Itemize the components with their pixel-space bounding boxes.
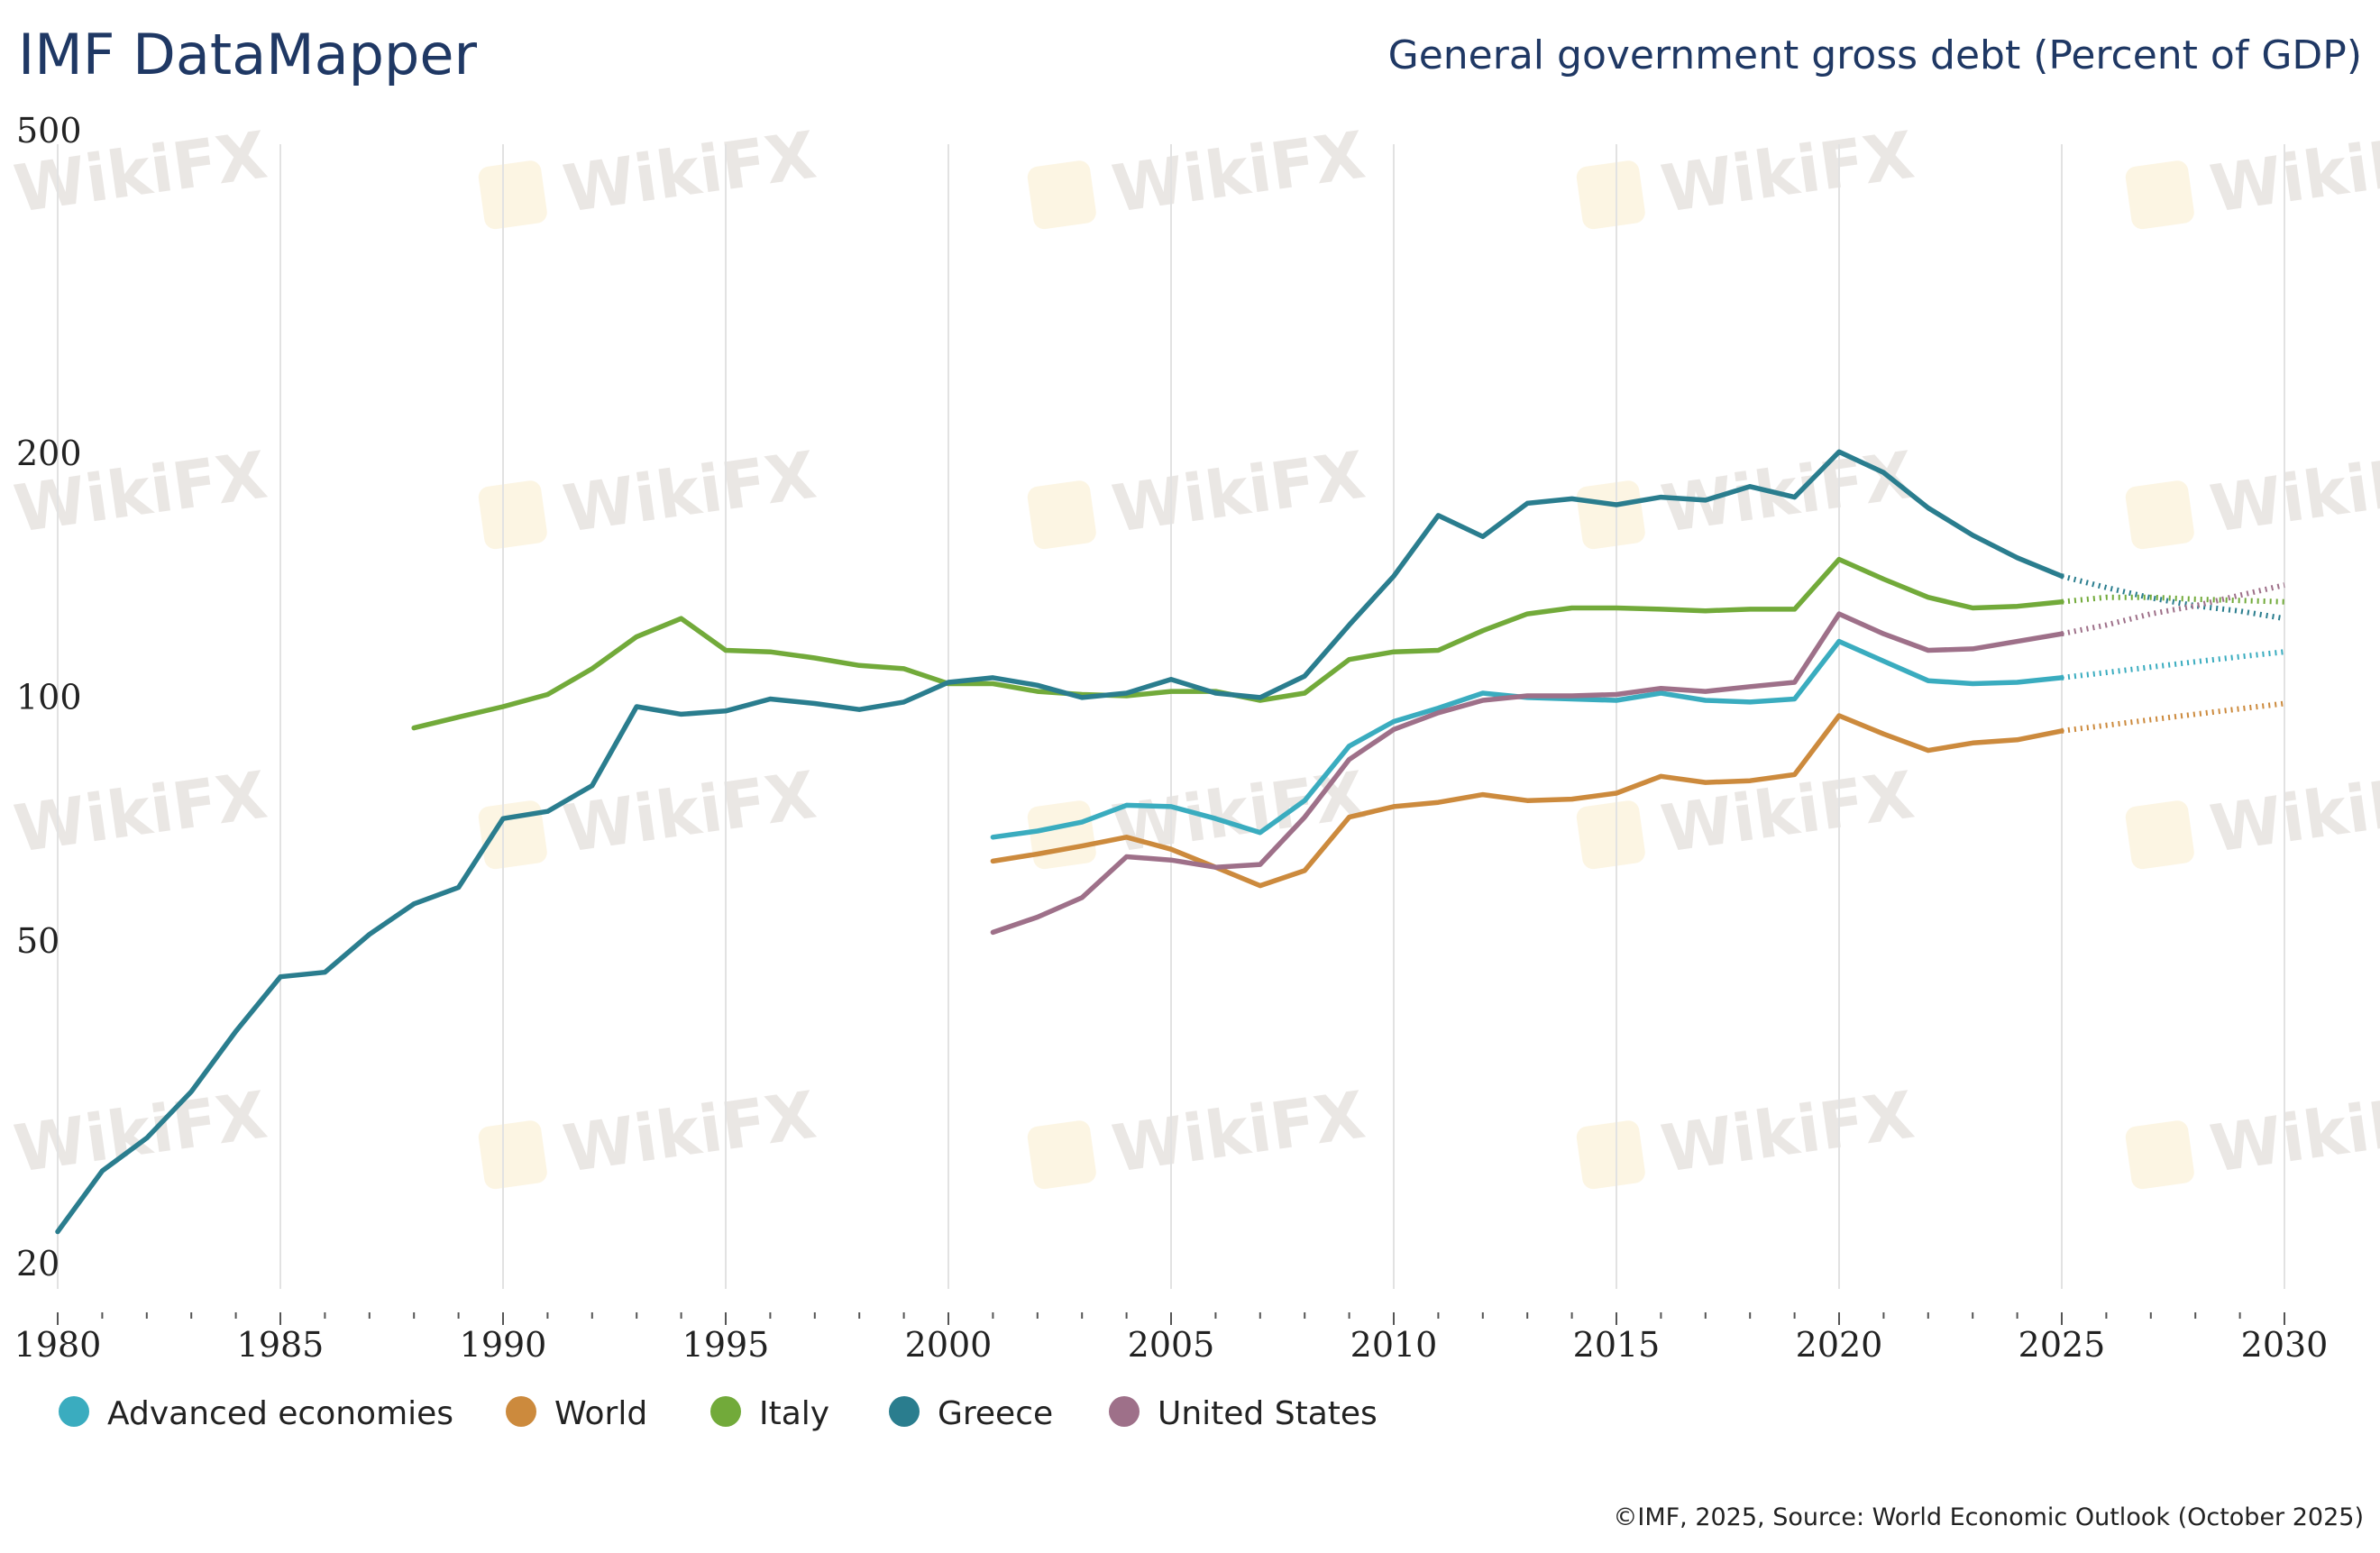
- watermark: WikiFX: [1576, 756, 1918, 870]
- legend-item-advanced-economies[interactable]: Advanced economies: [59, 1395, 453, 1432]
- y-tick-label: 50: [16, 921, 60, 961]
- x-tick-label: 2000: [905, 1325, 993, 1365]
- watermark-text: WikiFX: [10, 1076, 271, 1186]
- watermark: WikiFX: [2125, 116, 2380, 230]
- watermark-logo-icon: [478, 1120, 547, 1190]
- x-tick-label: 2025: [2018, 1325, 2106, 1365]
- watermark-text: WikiFX: [1657, 1076, 1918, 1186]
- series-line-italy: [411, 556, 2064, 731]
- watermark-logo-icon: [1027, 480, 1096, 550]
- watermark-text: WikiFX: [559, 1076, 820, 1186]
- grid: [57, 144, 2285, 1289]
- watermark-text: WikiFX: [1108, 116, 1369, 226]
- watermark-logo-icon: [1576, 160, 1645, 230]
- watermark-logo-icon: [478, 800, 547, 870]
- watermark-text: WikiFX: [10, 756, 271, 866]
- watermark: WikiFX: [478, 116, 820, 230]
- watermark-logo-icon: [1576, 800, 1645, 870]
- watermark-text: WikiFX: [2206, 116, 2380, 226]
- y-tick-label: 20: [16, 1244, 60, 1284]
- x-tick-label: 2020: [1796, 1325, 1883, 1365]
- y-tick-label: 500: [16, 111, 82, 151]
- watermark-logo-icon: [2125, 160, 2194, 230]
- watermark-text: WikiFX: [1657, 436, 1918, 546]
- watermark: WikiFX: [1027, 1076, 1369, 1190]
- watermark: WikiFX: [478, 756, 820, 870]
- legend-label: Italy: [759, 1395, 829, 1432]
- legend-swatch-icon: [710, 1396, 741, 1427]
- series-line-world: [990, 713, 2064, 889]
- watermark-layer: WikiFX WikiFX WikiFX WikiFX WikiFX WikiFX Wiki…: [10, 116, 2380, 1190]
- watermark: WikiFX: [478, 436, 820, 550]
- legend-item-greece[interactable]: Greece: [889, 1395, 1053, 1432]
- legend-item-united-states[interactable]: United States: [1109, 1395, 1378, 1432]
- x-axis: 1980 1985 1990 1995 2000 2005 2010 2015 2020 2025…: [14, 1312, 2329, 1365]
- legend-label: Greece: [938, 1395, 1053, 1432]
- watermark-logo-icon: [1027, 800, 1096, 870]
- projection-line-united-states: [2061, 582, 2285, 637]
- x-tick-label: 1995: [682, 1325, 770, 1365]
- legend-item-world[interactable]: World: [506, 1395, 647, 1432]
- x-tick-label: 2010: [1350, 1325, 1438, 1365]
- watermark-text: WikiFX: [2206, 1076, 2380, 1186]
- legend-swatch-icon: [1109, 1396, 1140, 1427]
- series-line-greece: [55, 449, 2064, 1235]
- watermark: WikiFX: [2125, 436, 2380, 550]
- app-title: IMF DataMapper: [18, 22, 478, 87]
- watermark: WikiFX: [1576, 116, 1918, 230]
- watermark-text: WikiFX: [1108, 436, 1369, 546]
- y-tick-label: 100: [16, 678, 82, 717]
- watermark: WikiFX: [2125, 756, 2380, 870]
- watermark: WikiFX: [478, 1076, 820, 1190]
- watermark-logo-icon: [478, 480, 547, 550]
- legend: Advanced economies World Italy Greece United…: [59, 1395, 1378, 1432]
- watermark: WikiFX: [1576, 436, 1918, 550]
- watermark-logo-icon: [1027, 160, 1096, 230]
- projection-line-world: [2061, 700, 2285, 734]
- watermark: WikiFX: [1027, 116, 1369, 230]
- projection-line-advanced-economies: [2061, 649, 2285, 681]
- watermark-logo-icon: [2125, 800, 2194, 870]
- y-axis: 20 50 100 200 500: [16, 111, 82, 1284]
- x-tick-label: 1980: [14, 1325, 102, 1365]
- y-tick-label: 200: [16, 434, 82, 473]
- legend-swatch-icon: [889, 1396, 920, 1427]
- legend-label: Advanced economies: [107, 1395, 453, 1432]
- x-tick-label: 1985: [237, 1325, 325, 1365]
- x-tick-label: 2015: [1573, 1325, 1661, 1365]
- x-tick-label: 1990: [460, 1325, 547, 1365]
- watermark: WikiFX: [1027, 436, 1369, 550]
- legend-swatch-icon: [506, 1396, 536, 1427]
- x-tick-label: 2005: [1128, 1325, 1215, 1365]
- watermark-text: WikiFX: [1108, 1076, 1369, 1186]
- watermark: WikiFX: [1576, 1076, 1918, 1190]
- chart-title: General government gross debt (Percent o…: [1388, 32, 2362, 78]
- x-tick-label: 2030: [2241, 1325, 2329, 1365]
- watermark-text: WikiFX: [2206, 436, 2380, 546]
- series-line-united-states: [990, 611, 2064, 936]
- legend-swatch-icon: [59, 1396, 89, 1427]
- legend-label: United States: [1158, 1395, 1378, 1432]
- watermark: WikiFX: [2125, 1076, 2380, 1190]
- watermark-logo-icon: [1576, 480, 1645, 550]
- watermark-logo-icon: [1027, 1120, 1096, 1190]
- watermark: WikiFX: [10, 1076, 271, 1186]
- legend-item-italy[interactable]: Italy: [710, 1395, 829, 1432]
- watermark-logo-icon: [2125, 480, 2194, 550]
- legend-label: World: [554, 1395, 647, 1432]
- watermark-text: WikiFX: [1657, 116, 1918, 226]
- watermark-logo-icon: [2125, 1120, 2194, 1190]
- projection-line-greece: [2061, 573, 2285, 622]
- watermark-text: WikiFX: [2206, 756, 2380, 866]
- watermark-logo-icon: [478, 160, 547, 230]
- series-lines: [55, 449, 2285, 1235]
- source-footnote: ©IMF, 2025, Source: World Economic Outlo…: [1613, 1503, 2364, 1531]
- watermark: WikiFX: [10, 756, 271, 866]
- watermark-text: WikiFX: [559, 436, 820, 546]
- watermark-text: WikiFX: [559, 116, 820, 226]
- watermark-logo-icon: [1576, 1120, 1645, 1190]
